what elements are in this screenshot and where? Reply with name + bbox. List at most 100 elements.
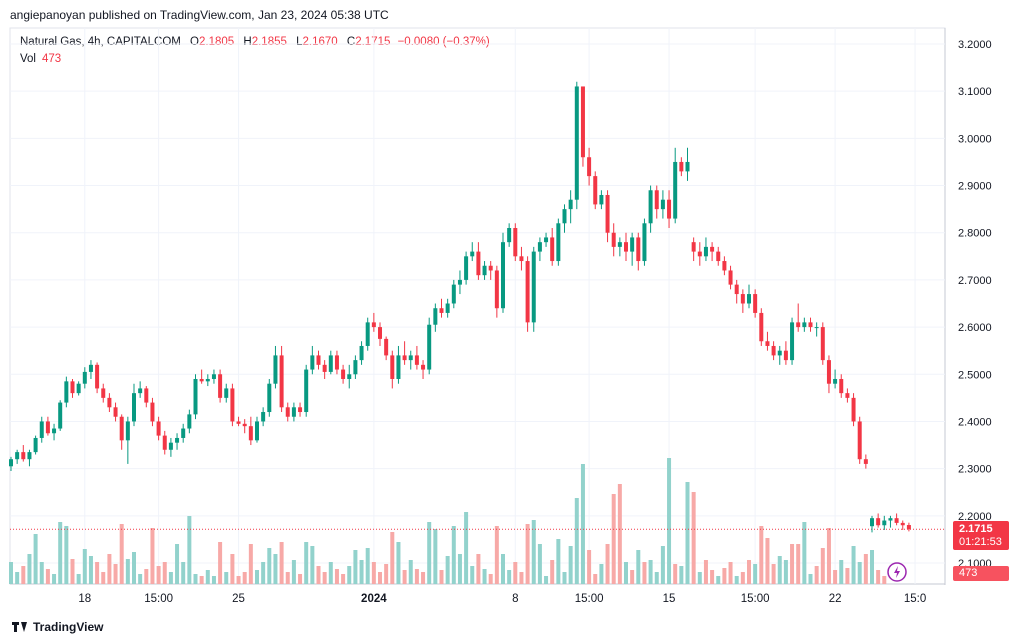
volume-bar — [88, 556, 93, 584]
volume-bar — [599, 564, 604, 584]
y-tick-label: 2.5000 — [958, 369, 992, 381]
volume-bar — [224, 572, 229, 584]
volume-bar — [15, 572, 20, 584]
volume-bar — [101, 572, 106, 584]
volume-bar — [439, 570, 444, 584]
volume-bar — [298, 574, 303, 584]
volume-bar — [574, 498, 579, 584]
volume-bar — [70, 559, 75, 584]
candle-body — [107, 397, 112, 408]
candle-body — [740, 294, 745, 304]
volume-bar — [193, 574, 198, 584]
volume-bar — [181, 562, 186, 584]
open-value: 2.1805 — [199, 36, 235, 48]
volume-bar — [408, 560, 413, 584]
candle-body — [316, 355, 321, 365]
candle-body — [187, 414, 192, 429]
candle-body — [211, 374, 216, 379]
open-label: O — [190, 36, 199, 48]
volume-bar — [205, 570, 210, 584]
candle-body — [205, 378, 210, 382]
volume-bar — [624, 562, 628, 584]
volume-row: Vol 473 — [20, 51, 490, 68]
symbol-label[interactable]: Natural Gas, 4h, CAPITALCOM — [20, 36, 181, 48]
candle-body — [371, 322, 376, 328]
volume-bar — [144, 569, 149, 584]
high-value: 2.1855 — [251, 36, 287, 48]
volume-bar — [464, 512, 469, 584]
volume-bar — [187, 516, 192, 584]
volume-bar — [494, 526, 499, 584]
candle-body — [765, 341, 770, 346]
volume-bar — [537, 544, 542, 584]
volume-bar — [255, 570, 259, 584]
candle-body — [168, 442, 173, 450]
candle-body — [445, 303, 450, 313]
candle-body — [660, 199, 665, 210]
candle-body — [255, 421, 259, 441]
volume-bar — [396, 542, 401, 584]
candle-body — [808, 322, 813, 328]
candle-body — [642, 223, 647, 262]
volume-bar — [568, 546, 573, 584]
volume-bar — [138, 574, 143, 584]
volume-bar — [242, 572, 247, 584]
candle-body — [580, 86, 585, 158]
candle-body — [150, 402, 155, 422]
candle-body — [476, 251, 481, 276]
volume-bar — [482, 569, 487, 584]
volume-bar — [857, 562, 862, 584]
volume-bar — [445, 556, 450, 584]
candle-body — [162, 435, 167, 450]
candle-body — [390, 355, 395, 379]
candle-body — [710, 246, 715, 252]
volume-bar — [685, 482, 690, 584]
candle-body — [427, 324, 432, 370]
candle-body — [771, 345, 776, 356]
volume-bar — [211, 576, 216, 584]
candle-body — [224, 388, 229, 398]
volume-bar — [39, 562, 44, 584]
y-tick-label: 2.3000 — [958, 464, 992, 476]
volume-label[interactable]: Vol — [20, 53, 36, 65]
volume-bar — [359, 560, 364, 584]
candle-body — [396, 355, 401, 379]
volume-bar — [747, 560, 751, 584]
candle-body — [218, 374, 223, 398]
volume-bar — [21, 566, 26, 584]
volume-bar — [76, 574, 81, 584]
volume-bar — [390, 532, 395, 584]
volume-bar — [150, 528, 155, 584]
low-label: L — [296, 36, 303, 48]
volume-bar — [322, 572, 327, 584]
candle-body — [796, 322, 801, 328]
volume-bar — [9, 562, 13, 584]
candle-body — [113, 407, 118, 417]
volume-bar — [783, 560, 788, 584]
candle-body — [279, 355, 284, 408]
volume-bar — [697, 572, 702, 584]
volume-bar — [759, 526, 764, 584]
candle-body — [777, 350, 782, 356]
volume-bar — [593, 574, 598, 584]
candle-body — [341, 369, 346, 379]
volume-bar — [691, 492, 696, 584]
volume-bar — [476, 554, 481, 584]
candle-body — [790, 322, 795, 361]
volume-bar — [168, 572, 173, 584]
volume-bar — [826, 528, 831, 584]
candle-body — [537, 242, 542, 252]
ohlc-row: Natural Gas, 4h, CAPITALCOM O2.1805 H2.1… — [20, 34, 490, 51]
candle-body — [703, 246, 708, 257]
candle-body — [414, 355, 419, 365]
candle-body — [728, 270, 733, 285]
candle-body — [144, 388, 149, 403]
candle-body — [298, 407, 303, 413]
tradingview-footer[interactable]: TradingView — [12, 620, 103, 634]
volume-bar — [488, 574, 493, 584]
candle-body — [863, 459, 868, 464]
candle-body — [648, 190, 653, 224]
candle-body — [525, 261, 530, 323]
y-tick-label: 2.7000 — [958, 275, 992, 287]
